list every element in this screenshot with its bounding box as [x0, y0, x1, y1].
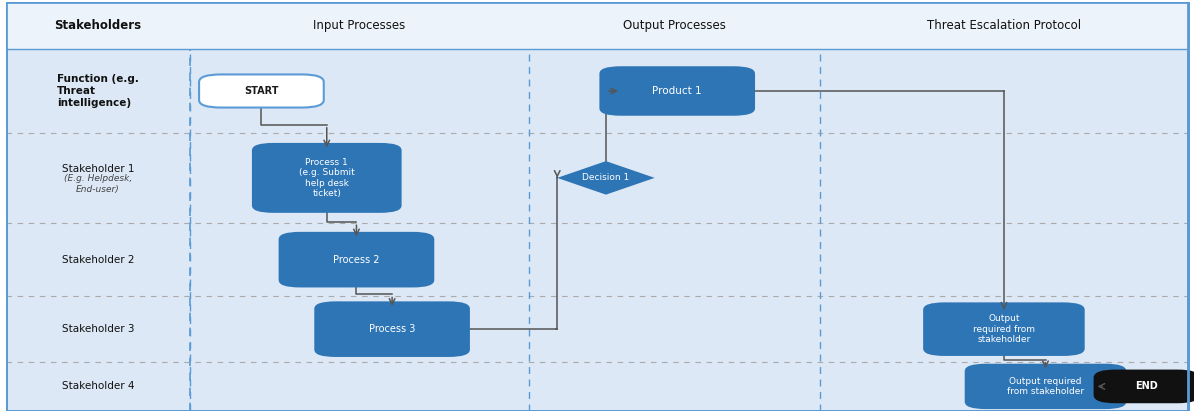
FancyBboxPatch shape	[6, 2, 1188, 411]
Text: Stakeholder 2: Stakeholder 2	[62, 255, 134, 265]
FancyBboxPatch shape	[252, 143, 402, 213]
FancyBboxPatch shape	[278, 232, 434, 287]
FancyBboxPatch shape	[6, 2, 1188, 49]
FancyBboxPatch shape	[314, 301, 470, 357]
Text: Output required
from stakeholder: Output required from stakeholder	[1007, 377, 1084, 396]
Text: Product 1: Product 1	[653, 86, 702, 96]
FancyBboxPatch shape	[965, 364, 1127, 409]
Text: Stakeholders: Stakeholders	[54, 19, 142, 32]
Text: Output
required from
stakeholder: Output required from stakeholder	[973, 314, 1034, 344]
Text: Stakeholder 4: Stakeholder 4	[62, 381, 134, 392]
Text: Stakeholder 1: Stakeholder 1	[62, 164, 134, 174]
Text: Output Processes: Output Processes	[623, 19, 726, 32]
Text: Decision 1: Decision 1	[582, 173, 630, 183]
FancyBboxPatch shape	[923, 302, 1085, 356]
Text: Function (e.g.
Threat
intelligence): Function (e.g. Threat intelligence)	[58, 74, 139, 108]
Text: Process 2: Process 2	[334, 255, 379, 265]
Text: Threat Escalation Protocol: Threat Escalation Protocol	[926, 19, 1081, 32]
Text: Stakeholder 3: Stakeholder 3	[62, 324, 134, 334]
Text: END: END	[1135, 381, 1158, 392]
Text: Process 3: Process 3	[368, 324, 415, 334]
FancyBboxPatch shape	[199, 74, 324, 107]
FancyBboxPatch shape	[600, 66, 755, 116]
Text: START: START	[244, 86, 278, 96]
Polygon shape	[557, 161, 655, 195]
Text: (E.g. Helpdesk,
End-user): (E.g. Helpdesk, End-user)	[64, 174, 132, 194]
Text: Input Processes: Input Processes	[313, 19, 406, 32]
FancyBboxPatch shape	[1094, 370, 1199, 402]
Text: Process 1
(e.g. Submit
help desk
ticket): Process 1 (e.g. Submit help desk ticket)	[299, 158, 355, 198]
